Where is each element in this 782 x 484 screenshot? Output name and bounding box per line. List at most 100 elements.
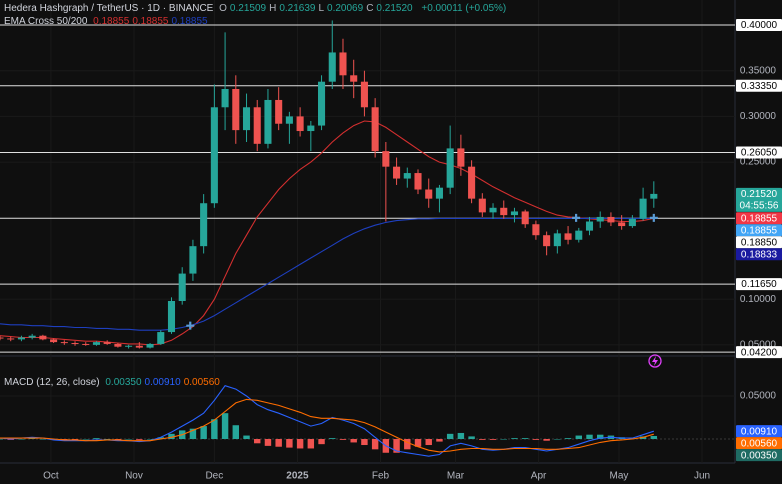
histogram-bar [575,435,582,439]
alert-bolt [652,356,658,366]
cross-signal [572,213,581,222]
candle-body [60,342,68,344]
candle-body [414,173,422,190]
histogram-bar [414,438,422,447]
histogram-bar [318,438,325,445]
alert-icon[interactable] [648,354,662,368]
histogram-bar [436,438,443,442]
price-badge [736,79,782,92]
price-badge-label: 0.21520 [741,189,778,200]
candle-body [543,235,551,247]
price-badge [736,449,782,462]
candle-body [628,218,636,227]
ema-legend: EMA Cross 50/200 0.18855 0.18855 0.18855 [4,16,214,28]
symbol-legend: Hedera Hashgraph / TetherUS · 1D · BINAN… [4,3,509,15]
price-badge-sublabel: 04:55:56 [740,201,779,212]
candle-body [210,107,218,204]
indicator-line [0,217,654,331]
macd-values: 0.00350 0.00910 0.00560 [105,377,222,388]
price-badge [736,248,782,261]
candle-body [17,337,25,340]
candle-body [189,246,197,274]
candle-body [564,233,572,240]
price-badge [736,212,782,225]
candle-body [328,52,336,82]
candle-body [468,166,476,199]
histogram-bar [264,438,272,446]
histogram-bar [157,437,164,439]
histogram-bar [532,438,540,440]
x-tick-label: May [610,471,629,482]
candle-body [7,338,15,340]
histogram-bar [0,438,4,440]
y-tick-label: 0.35000 [740,65,777,76]
indicator-name: EMA Cross 50/200 [4,16,88,27]
price-badge [736,146,782,159]
macd-value: 0.00560 [183,377,220,388]
candle-body [639,198,647,219]
y-tick-label: 0.05000 [740,339,777,350]
x-tick-label: Nov [125,471,143,482]
x-tick-label: Feb [372,471,390,482]
price-badge [736,278,782,291]
candle-body [125,345,133,347]
candle-body [71,343,79,345]
candle-body [435,187,443,199]
candle-body [82,343,90,345]
histogram-bar [254,438,261,444]
cross-signal [186,321,195,330]
price-badge-label: 0.33350 [741,81,778,92]
ohlc-value: 0.20069 [327,3,364,14]
price-badge-label: 0.04200 [741,347,778,358]
candle-body [264,99,272,144]
candle-body [478,198,486,213]
histogram-bar [82,438,89,440]
cross-signal [649,213,658,222]
candle-body [0,337,4,339]
histogram-bar [339,438,347,440]
histogram-bar [468,436,475,439]
histogram-bar [425,438,432,446]
price-badge [736,19,782,32]
ohlc-key: H [269,3,277,14]
candle-body [296,116,304,132]
histogram-bar [404,438,411,450]
ohlc-value: 0.21509 [229,3,267,14]
macd-value: 0.00350 [105,377,142,388]
candle-body [650,193,658,199]
candle-body [350,75,358,82]
histogram-bar [650,435,658,439]
candle-body [92,342,101,345]
price-badge [736,425,782,438]
candle-body [382,151,390,167]
candle-body [489,207,497,213]
ohlc-values: O 0.21509 H 0.21639 L 0.20069 C 0.21520 [219,3,415,14]
price-badge-label: 0.18855 [741,225,778,236]
price-badge-label: 0.00560 [741,438,778,449]
histogram-bar [275,438,282,447]
price-badge [736,437,782,450]
candle-body [510,211,519,216]
histogram-bar [168,433,175,439]
price-badge [736,346,782,359]
histogram-bar [446,433,454,439]
ohlc-key: L [318,3,325,14]
ohlc-key: O [219,3,227,14]
histogram-bar [93,438,100,439]
histogram-bar [500,438,507,440]
candle-body [607,216,615,223]
indicator-value: 0.18855 [93,16,130,27]
indicator-values: 0.18855 0.18855 0.18855 [93,16,210,27]
histogram-bar [457,432,465,439]
histogram-bar [200,426,207,439]
histogram-bar [393,438,400,453]
histogram-bar [296,438,304,449]
candle-body [553,233,561,247]
histogram-bar [371,438,379,450]
price-badge-label: 0.00910 [741,426,778,437]
candle-body [275,99,283,124]
candle-body [50,339,58,343]
candle-body [360,81,368,108]
